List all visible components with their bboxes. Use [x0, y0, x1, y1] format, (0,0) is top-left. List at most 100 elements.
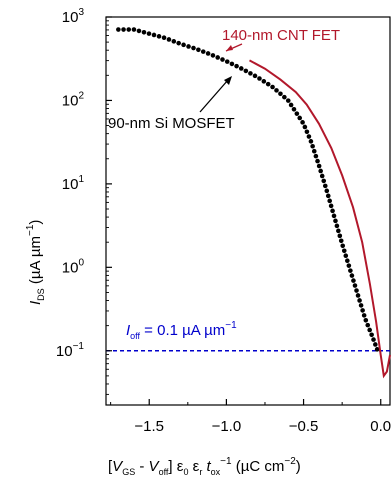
y-tick-label: 103 — [62, 7, 85, 26]
si-label: 90-nm Si MOSFET — [108, 115, 235, 132]
x-tick-label: −1.5 — [134, 418, 164, 435]
y-tick-label: 10−1 — [56, 341, 85, 360]
si-data-point — [319, 173, 325, 179]
si-data-point — [282, 94, 287, 100]
si-data-point — [270, 84, 275, 90]
si-data-point — [291, 107, 297, 112]
y-ticks: 10−1 100 101 102 103 — [56, 7, 112, 395]
si-data-point — [316, 163, 322, 169]
si-data-point — [346, 263, 352, 268]
si-data-point — [224, 59, 230, 64]
si-data-point — [373, 342, 378, 347]
si-data-point — [345, 258, 350, 264]
series-cnt-fet — [249, 59, 391, 379]
si-data-point — [354, 288, 359, 293]
y-tick-label: 100 — [62, 257, 85, 276]
si-data-point — [288, 102, 294, 108]
si-data-point — [300, 120, 305, 125]
si-data-point — [234, 63, 239, 69]
si-data-point — [341, 248, 347, 254]
plot-area: −1.5 −1.0 −0.5 0.0 10−1 100 101 102 103 — [56, 7, 391, 435]
si-data-point — [322, 183, 328, 189]
si-data-point — [220, 57, 225, 62]
si-data-point — [265, 81, 271, 87]
si-data-point — [274, 88, 279, 93]
si-data-point — [358, 303, 364, 308]
si-data-point — [333, 218, 338, 224]
x-tick-label: 0.0 — [370, 418, 391, 435]
si-data-point — [325, 193, 331, 199]
si-data-point — [306, 134, 312, 139]
si-data-point — [365, 322, 371, 328]
si-data-point — [210, 53, 216, 58]
si-data-point — [243, 68, 249, 74]
x-ticks: −1.5 −1.0 −0.5 0.0 — [110, 399, 391, 435]
si-data-point — [343, 253, 349, 259]
si-data-point — [334, 223, 340, 229]
si-data-point — [315, 158, 320, 164]
si-data-point — [361, 313, 367, 318]
y-tick-label: 102 — [62, 90, 85, 109]
si-data-point — [369, 332, 374, 338]
plot-frame — [105, 16, 391, 406]
si-data-point — [116, 27, 121, 32]
si-data-point — [141, 29, 147, 35]
si-data-point — [186, 44, 191, 49]
si-data-point — [360, 308, 365, 313]
si-data-point — [131, 27, 137, 32]
si-data-point — [348, 268, 353, 273]
si-data-point — [297, 115, 303, 121]
si-data-point — [294, 111, 300, 116]
si-data-point — [121, 27, 126, 32]
si-data-point — [166, 37, 172, 42]
si-data-point — [331, 213, 337, 219]
si-data-point — [151, 32, 157, 38]
si-data-point — [161, 35, 167, 41]
si-data-point — [338, 238, 344, 244]
si-data-point — [310, 143, 315, 149]
si-data-point — [311, 148, 317, 154]
si-data-point — [374, 347, 380, 352]
si-data-point — [238, 66, 244, 71]
cnt-arrowhead — [226, 45, 233, 51]
y-axis-title: IDS (µA µm−1) — [25, 220, 46, 305]
si-arrow — [199, 79, 229, 113]
si-data-point — [349, 273, 355, 278]
si-data-point — [367, 327, 372, 333]
si-data-point — [321, 178, 327, 184]
si-data-point — [302, 124, 308, 130]
x-tick-label: −0.5 — [289, 418, 319, 435]
si-data-point — [146, 31, 152, 36]
si-data-point — [200, 49, 206, 54]
cnt-label: 140-nm CNT FET — [222, 27, 340, 44]
si-data-point — [181, 42, 186, 48]
si-data-point — [330, 208, 335, 214]
si-data-point — [351, 278, 356, 283]
si-data-point — [196, 47, 201, 53]
si-data-point — [318, 168, 323, 174]
si-data-point — [136, 28, 142, 34]
si-data-point — [205, 51, 211, 56]
si-data-point — [215, 55, 221, 60]
si-data-point — [352, 283, 358, 288]
si-data-point — [191, 45, 196, 51]
si-data-point — [278, 91, 283, 97]
si-data-point — [324, 188, 330, 194]
si-data-point — [336, 228, 341, 234]
si-data-point — [308, 139, 314, 144]
si-data-point — [357, 298, 362, 303]
si-data-point — [252, 73, 258, 79]
si-data-point — [328, 203, 334, 209]
y-tick-label: 101 — [62, 174, 85, 193]
si-data-point — [126, 27, 132, 32]
si-data-point — [229, 61, 235, 67]
si-data-point — [171, 39, 177, 44]
si-data-point — [313, 153, 319, 159]
si-data-point — [257, 76, 262, 81]
ioff-label: Ioff = 0.1 µA µm−1 — [126, 320, 237, 341]
series-si-mosfet — [116, 27, 380, 352]
si-data-point — [363, 317, 369, 323]
si-data-point — [327, 198, 332, 204]
si-data-point — [340, 243, 346, 249]
